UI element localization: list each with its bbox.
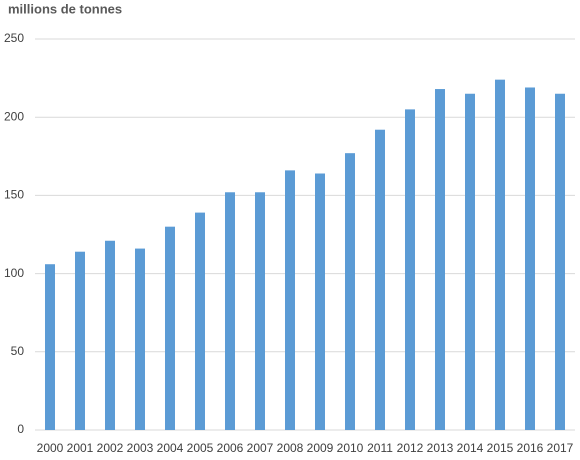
bar [285, 170, 295, 430]
x-tick-label: 2009 [307, 441, 334, 455]
bar [465, 93, 475, 431]
x-tick-label: 2008 [277, 441, 304, 455]
x-tick-label: 2012 [397, 441, 424, 455]
bar [405, 109, 415, 430]
x-tick-label: 2007 [247, 441, 274, 455]
x-tick-label: 2002 [97, 441, 124, 455]
x-tick-label: 2001 [67, 441, 94, 455]
x-tick-label: 2000 [37, 441, 64, 455]
x-tick-label: 2010 [337, 441, 364, 455]
x-tick-label: 2011 [367, 441, 393, 455]
x-tick-label: 2013 [427, 441, 454, 455]
bar [105, 240, 115, 430]
x-tick-label: 2016 [517, 441, 544, 455]
bar [225, 192, 235, 430]
bar [195, 212, 205, 430]
bar [75, 251, 85, 430]
x-tick-label: 2004 [157, 441, 184, 455]
x-tick-label: 2017 [547, 441, 574, 455]
y-tick-label: 200 [4, 109, 24, 123]
bar [525, 87, 535, 430]
bar [495, 79, 505, 430]
x-tick-label: 2005 [187, 441, 214, 455]
bar [135, 248, 145, 430]
y-tick-label: 0 [17, 422, 24, 436]
y-tick-label: 150 [4, 188, 24, 202]
bar [255, 192, 265, 430]
y-tick-label: 50 [11, 344, 25, 358]
bar [555, 93, 565, 431]
bar [45, 264, 55, 430]
bar [345, 153, 355, 430]
bar [375, 129, 385, 430]
bar [315, 173, 325, 430]
x-tick-label: 2015 [487, 441, 514, 455]
y-tick-label: 100 [4, 266, 24, 280]
x-tick-label: 2003 [127, 441, 154, 455]
x-tick-label: 2014 [457, 441, 484, 455]
bar [435, 89, 445, 430]
y-tick-label: 250 [4, 31, 24, 45]
chart-title: millions de tonnes [8, 1, 122, 16]
bar [165, 226, 175, 430]
x-tick-label: 2006 [217, 441, 244, 455]
